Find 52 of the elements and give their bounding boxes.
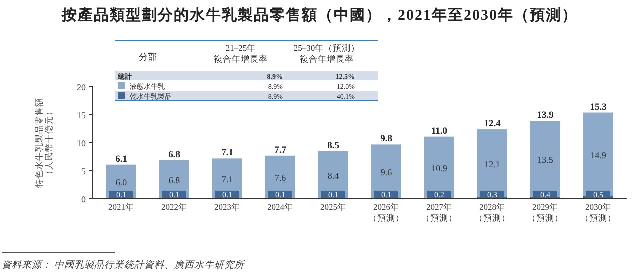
y-tick-label: 0 [82, 194, 86, 204]
x-tick-label: 2025年 [320, 202, 346, 212]
data-label: 0.1 [382, 190, 392, 200]
total-label: 15.3 [590, 102, 608, 113]
x-tick-label: 2023年 [214, 202, 240, 212]
data-label: 0.1 [328, 190, 338, 200]
x-tick-label: 2030年（預測） [580, 202, 616, 223]
x-tick-label: 2029年（預測） [528, 202, 564, 223]
data-label: 0.4 [540, 190, 550, 200]
data-label: 0.1 [116, 190, 126, 200]
x-tick-label: 2028年（預測） [474, 202, 510, 223]
data-label: 6.0 [116, 178, 128, 188]
data-label: 13.5 [538, 154, 554, 165]
total-label: 6.1 [116, 154, 128, 165]
data-label: 6.8 [168, 175, 181, 186]
data-label: 10.9 [432, 163, 448, 174]
y-tick-label: 20 [77, 82, 86, 92]
data-label: 0.3 [488, 190, 498, 200]
text: 分部 [139, 52, 157, 62]
data-label: 9.6 [380, 168, 393, 178]
source-note: 資料來源： 中國乳製品行業統計資料、廣西水牛研究所 [2, 259, 246, 271]
x-tick-label: 2027年（預測） [422, 202, 458, 223]
data-label: 0.1 [276, 190, 286, 200]
text: 複合年增長率 [214, 54, 268, 64]
data-label: 14.9 [590, 150, 607, 160]
total-label: 7.1 [222, 148, 234, 159]
data-label: 7.6 [274, 173, 287, 184]
data-label: 8.4 [328, 170, 340, 181]
total-label: 7.7 [274, 146, 287, 156]
total-label: 6.8 [168, 150, 181, 160]
x-tick-label: 2021年 [108, 202, 134, 212]
data-label: 12.1 [484, 159, 500, 170]
y-tick-label: 15 [77, 110, 86, 120]
y-tick-label: 5 [82, 166, 86, 176]
total-label: 9.8 [380, 134, 393, 145]
x-tick-label: 2026年（預測） [368, 202, 404, 223]
y-tick-label: 10 [77, 138, 86, 148]
data-label: 0.1 [170, 190, 180, 200]
text: 25–30年（預測） [294, 43, 360, 53]
data-label: 0.1 [222, 190, 232, 200]
data-label: 7.1 [222, 174, 234, 185]
y-axis-title: 特色水牛乳製品零售額（人民幣十億元） [34, 98, 54, 188]
text: 複合年增長率 [300, 54, 354, 64]
data-label: 0.2 [434, 190, 444, 200]
x-tick-label: 2022年 [162, 202, 188, 212]
total-label: 13.9 [537, 111, 554, 122]
total-label: 11.0 [431, 126, 448, 137]
chart-title: 按產品類型劃分的水牛乳製品零售額（中國），2021年至2030年（預測） [61, 7, 578, 24]
text: 21–25年 [226, 43, 256, 53]
x-tick-label: 2024年 [268, 202, 294, 212]
total-label: 12.4 [484, 120, 502, 130]
total-label: 8.5 [328, 141, 340, 152]
